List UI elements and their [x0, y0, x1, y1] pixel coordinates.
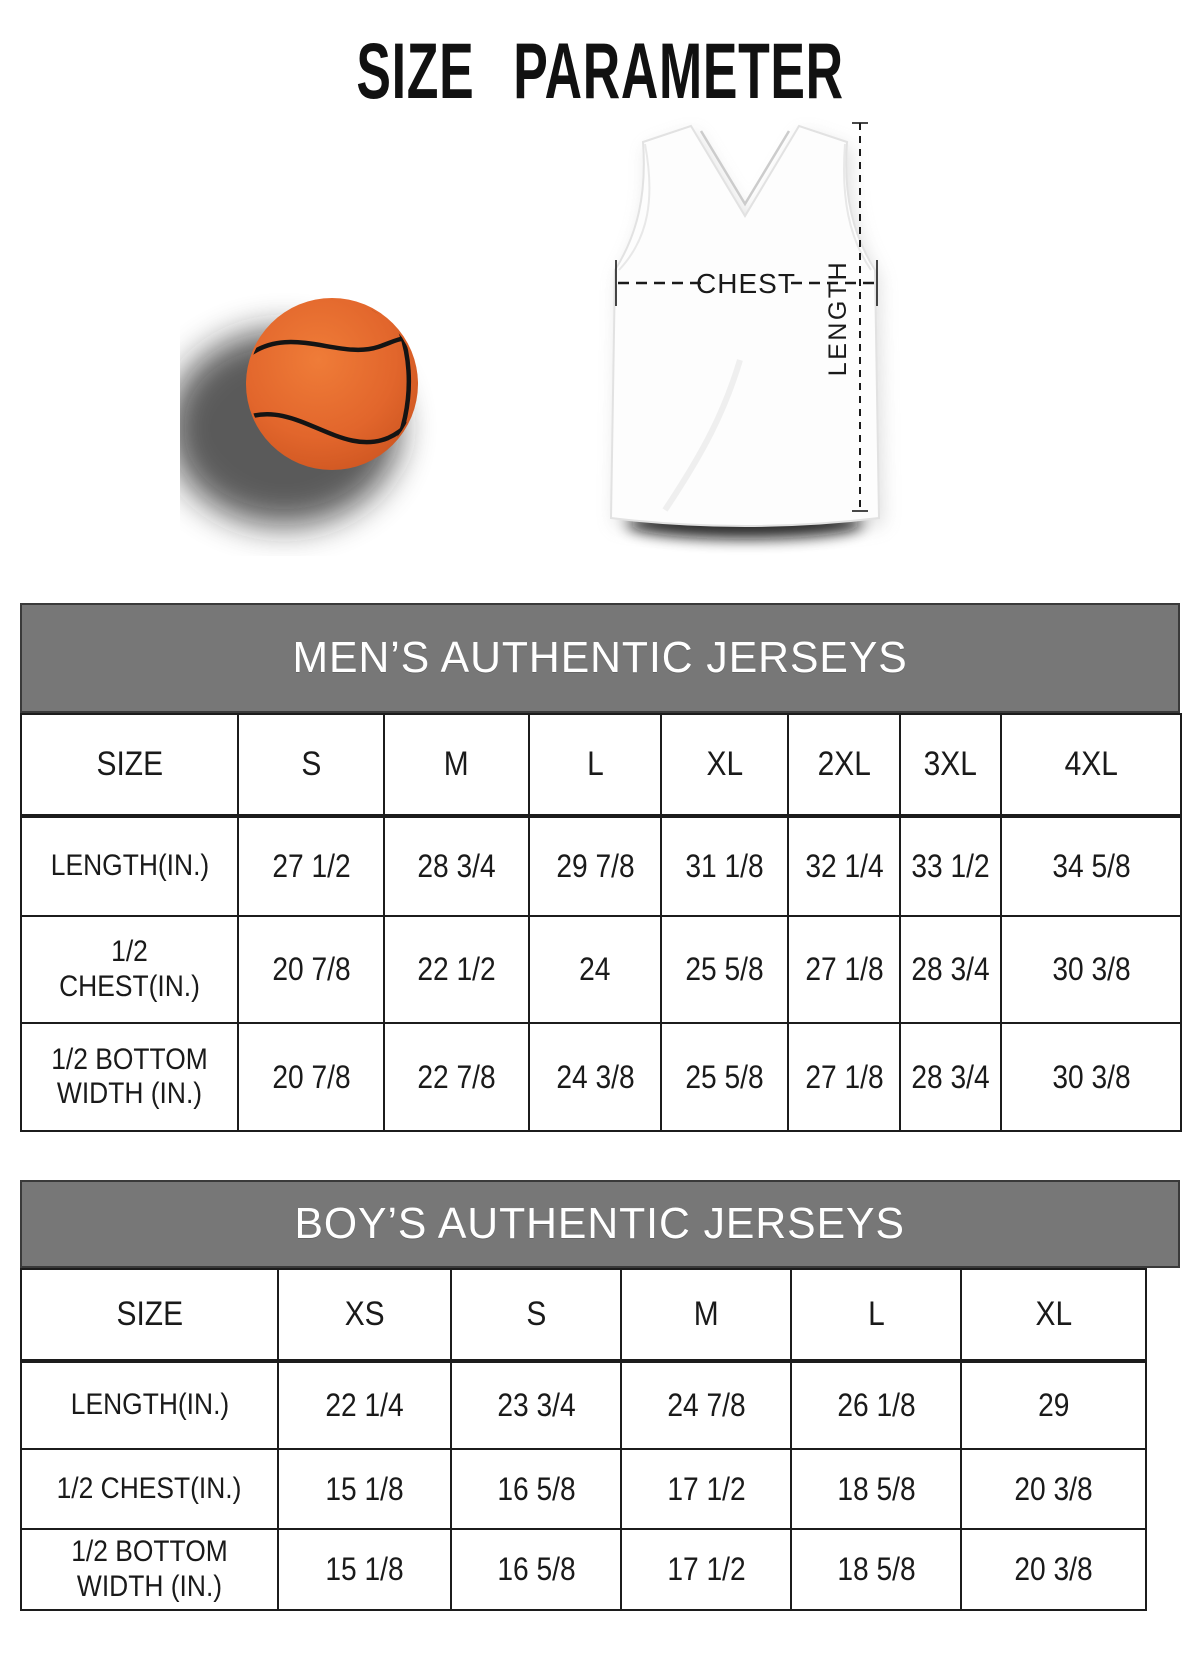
chest-measure: CHEST: [615, 260, 878, 306]
table-row: SIZE XS S M L XL: [20, 1268, 1147, 1363]
value-cell: 25 5/8: [660, 915, 789, 1024]
value-cell: 26 1/8: [790, 1360, 962, 1450]
table-row: 1/2 CHEST(IN.) 20 7/8 22 1/2 24 25 5/8 2…: [20, 915, 1182, 1024]
value-cell: 20 3/8: [960, 1528, 1147, 1611]
page-title: SIZE PARAMETER: [0, 26, 1200, 115]
boys-size-table: SIZE XS S M L XL LENGTH(IN.) 22 1/4 23 3…: [20, 1268, 1147, 1611]
value-cell: 27 1/8: [787, 915, 901, 1024]
value-cell: 24 7/8: [620, 1360, 792, 1450]
mens-table-banner: MEN’S AUTHENTIC JERSEYS: [20, 603, 1180, 713]
jersey-fold: [662, 359, 743, 512]
boys-table-title: BOY’S AUTHENTIC JERSEYS: [294, 1199, 906, 1248]
value-cell: 34 5/8: [1000, 815, 1182, 917]
length-measure: LENGTH: [824, 122, 868, 512]
size-cell: L: [528, 713, 662, 818]
jersey-armhole-right: [843, 143, 872, 271]
table-row: 1/2 BOTTOM WIDTH (IN.) 20 7/8 22 7/8 24 …: [20, 1022, 1182, 1132]
size-cell: 3XL: [899, 713, 1002, 818]
jersey-body: [609, 124, 881, 527]
page-title-text: SIZE PARAMETER: [356, 27, 844, 116]
value-cell: 15 1/8: [277, 1448, 452, 1530]
size-cell: L: [790, 1268, 962, 1363]
value-cell: 30 3/8: [1000, 1022, 1182, 1132]
jersey-collar: [699, 130, 791, 207]
mens-size-table: SIZE S M L XL 2XL 3XL 4XL LENGTH(IN.) 27…: [20, 713, 1182, 1132]
size-cell: 2XL: [787, 713, 901, 818]
value-cell: 28 3/4: [899, 1022, 1002, 1132]
value-cell: 33 1/2: [899, 815, 1002, 917]
row-label-cell: LENGTH(IN.): [20, 1360, 279, 1450]
table-row: 1/2 BOTTOM WIDTH (IN.) 15 1/8 16 5/8 17 …: [20, 1528, 1147, 1611]
row-label-cell: LENGTH(IN.): [20, 815, 239, 917]
size-cell: XL: [960, 1268, 1147, 1363]
value-cell: 22 7/8: [383, 1022, 530, 1132]
value-cell: 15 1/8: [277, 1528, 452, 1611]
value-cell: 24: [528, 915, 662, 1024]
row-label-cell: 1/2 CHEST(IN.): [20, 915, 239, 1024]
size-illustration: CHEST LENGTH: [180, 122, 883, 539]
size-cell: S: [450, 1268, 622, 1363]
boys-table-banner: BOY’S AUTHENTIC JERSEYS: [20, 1180, 1180, 1268]
value-cell: 22 1/4: [277, 1360, 452, 1450]
chest-label: CHEST: [696, 268, 796, 299]
size-cell: XL: [660, 713, 789, 818]
value-cell: 27 1/8: [787, 1022, 901, 1132]
row-label-cell: 1/2 BOTTOM WIDTH (IN.): [20, 1022, 239, 1132]
value-cell: 20 7/8: [237, 915, 385, 1024]
row-label-cell: 1/2 CHEST(IN.): [20, 1448, 279, 1530]
table-row: 1/2 CHEST(IN.) 15 1/8 16 5/8 17 1/2 18 5…: [20, 1448, 1147, 1530]
mens-table-title: MEN’S AUTHENTIC JERSEYS: [292, 633, 908, 682]
size-header-cell: SIZE: [20, 1268, 279, 1363]
table-row: LENGTH(IN.) 22 1/4 23 3/4 24 7/8 26 1/8 …: [20, 1360, 1147, 1450]
basketball-body: [246, 298, 418, 470]
value-cell: 20 7/8: [237, 1022, 385, 1132]
length-label: LENGTH: [824, 260, 852, 376]
value-cell: 23 3/4: [450, 1360, 622, 1450]
value-cell: 17 1/2: [620, 1528, 792, 1611]
value-cell: 18 5/8: [790, 1448, 962, 1530]
size-cell: S: [237, 713, 385, 818]
value-cell: 24 3/8: [528, 1022, 662, 1132]
size-header-cell: SIZE: [20, 713, 239, 818]
row-label-cell: 1/2 BOTTOM WIDTH (IN.): [20, 1528, 279, 1611]
table-row: SIZE S M L XL 2XL 3XL 4XL: [20, 713, 1182, 818]
basketball-icon: [180, 298, 418, 526]
value-cell: 17 1/2: [620, 1448, 792, 1530]
value-cell: 28 3/4: [899, 915, 1002, 1024]
value-cell: 30 3/8: [1000, 915, 1182, 1024]
value-cell: 27 1/2: [237, 815, 385, 917]
value-cell: 29 7/8: [528, 815, 662, 917]
size-cell: M: [383, 713, 530, 818]
value-cell: 25 5/8: [660, 1022, 789, 1132]
size-cell: 4XL: [1000, 713, 1182, 818]
value-cell: 28 3/4: [383, 815, 530, 917]
value-cell: 32 1/4: [787, 815, 901, 917]
value-cell: 18 5/8: [790, 1528, 962, 1611]
value-cell: 16 5/8: [450, 1528, 622, 1611]
value-cell: 16 5/8: [450, 1448, 622, 1530]
table-row: LENGTH(IN.) 27 1/2 28 3/4 29 7/8 31 1/8 …: [20, 815, 1182, 917]
jersey-armhole-left: [618, 143, 651, 271]
value-cell: 20 3/8: [960, 1448, 1147, 1530]
value-cell: 31 1/8: [660, 815, 789, 917]
size-cell: XS: [277, 1268, 452, 1363]
jersey-illustration: CHEST: [609, 124, 883, 539]
value-cell: 22 1/2: [383, 915, 530, 1024]
value-cell: 29: [960, 1360, 1147, 1450]
size-cell: M: [620, 1268, 792, 1363]
